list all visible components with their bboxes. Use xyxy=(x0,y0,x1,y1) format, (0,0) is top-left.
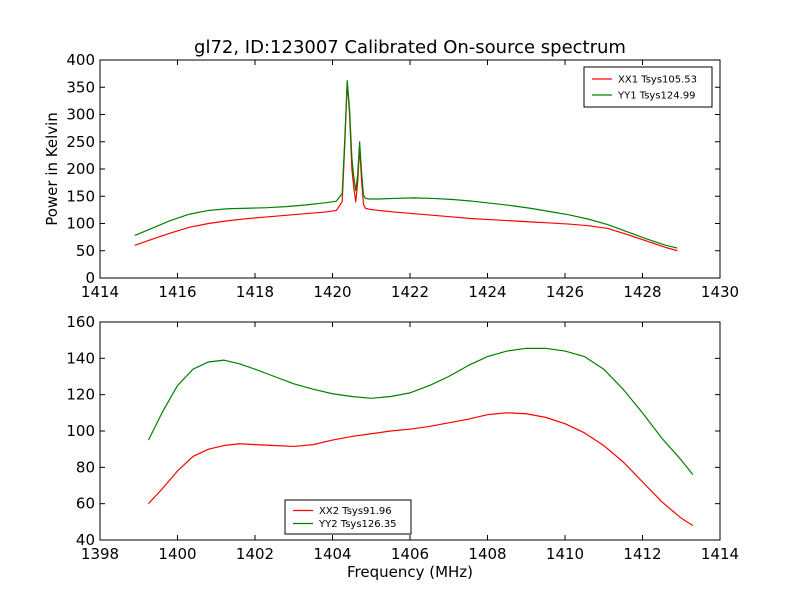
bottom-x-tick-label: 1406 xyxy=(391,545,429,563)
bottom-plot: 1398 1400 1402 1404 1406 1408 1410 1412 1414 40 60… xyxy=(66,313,739,563)
top-y-tick-label: 300 xyxy=(66,106,95,124)
chart-title: gl72, ID:123007 Calibrated On-source spe… xyxy=(194,37,626,58)
top-y-tick-label: 350 xyxy=(66,78,95,96)
top-legend-label-1: XX1 Tsys105.53 xyxy=(618,75,697,86)
top-legend-box xyxy=(583,66,713,108)
bottom-x-tick-label: 1404 xyxy=(313,545,351,563)
top-y-axis-label: Power in Kelvin xyxy=(43,112,61,226)
top-x-tick-label: 1416 xyxy=(158,283,196,301)
top-x-tick-label: 1414 xyxy=(81,283,119,301)
bottom-legend-label-2: YY2 Tsys126.35 xyxy=(318,519,397,530)
top-x-tick-label: 1418 xyxy=(236,283,274,301)
bottom-x-tick-label: 1398 xyxy=(81,545,119,563)
bottom-x-axis-label: Frequency (MHz) xyxy=(347,563,473,581)
top-plot: 1414 1416 1418 1420 1422 1424 1426 1428 1430 0 50 1… xyxy=(66,51,739,301)
bottom-x-tick-label: 1414 xyxy=(701,545,739,563)
top-y-tick-label: 100 xyxy=(66,215,95,233)
top-y-tick-label: 150 xyxy=(66,187,95,205)
bottom-y-tick-label: 140 xyxy=(66,349,95,367)
top-legend: XX1 Tsys105.53 YY1 Tsys124.99 xyxy=(583,66,713,108)
top-x-tick-label: 1422 xyxy=(391,283,429,301)
bottom-series-line-2 xyxy=(147,347,694,475)
bottom-series-line-1 xyxy=(148,412,694,526)
bottom-y-tick-label: 80 xyxy=(76,458,95,476)
bottom-legend-box xyxy=(284,499,412,535)
top-y-tick-label: 200 xyxy=(66,160,95,178)
bottom-x-tick-label: 1412 xyxy=(623,545,661,563)
bottom-x-tick-label: 1400 xyxy=(158,545,196,563)
bottom-x-tick-label: 1408 xyxy=(468,545,506,563)
top-x-tick-label: 1426 xyxy=(546,283,584,301)
bottom-y-tick-label: 40 xyxy=(76,531,95,549)
bottom-legend: XX2 Tsys91.96 YY2 Tsys126.35 xyxy=(284,499,412,535)
top-y-tick-label: 250 xyxy=(66,133,95,151)
bottom-y-tick-label: 120 xyxy=(66,386,95,404)
top-x-tick-label: 1430 xyxy=(701,283,739,301)
bottom-y-tick-label: 60 xyxy=(76,495,95,513)
top-y-tick-label: 0 xyxy=(85,269,95,287)
top-y-tick-label: 400 xyxy=(66,51,95,69)
bottom-legend-label-1: XX2 Tsys91.96 xyxy=(319,506,392,517)
bottom-y-tick-label: 100 xyxy=(66,422,95,440)
bottom-x-tick-label: 1410 xyxy=(546,545,584,563)
top-series-line-2 xyxy=(134,80,678,249)
bottom-x-tick-label: 1402 xyxy=(236,545,274,563)
top-x-tick-label: 1420 xyxy=(313,283,351,301)
bottom-y-tick-label: 160 xyxy=(66,313,95,331)
top-x-tick-label: 1428 xyxy=(623,283,661,301)
top-legend-label-2: YY1 Tsys124.99 xyxy=(617,91,696,102)
top-y-tick-label: 50 xyxy=(76,242,95,260)
top-x-tick-label: 1424 xyxy=(468,283,506,301)
